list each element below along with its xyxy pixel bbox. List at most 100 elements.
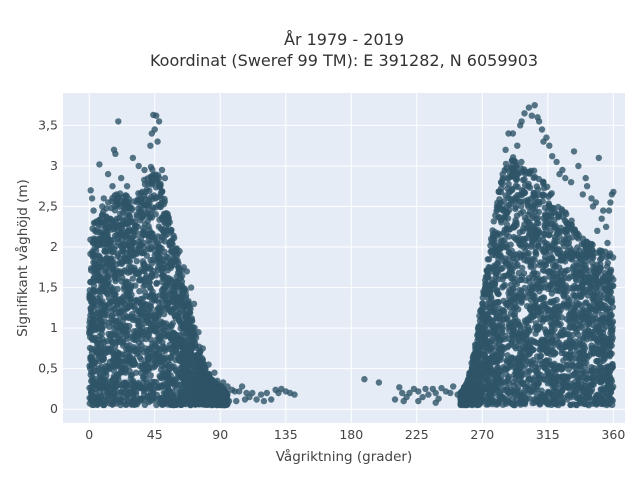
data-point xyxy=(579,264,586,271)
data-point xyxy=(214,394,222,401)
data-point xyxy=(542,346,550,354)
data-point xyxy=(509,337,516,344)
data-point xyxy=(558,267,565,275)
data-point xyxy=(99,286,106,293)
data-point xyxy=(521,317,529,324)
data-point xyxy=(204,400,212,407)
data-point xyxy=(159,215,166,223)
data-point xyxy=(163,292,170,299)
data-point xyxy=(556,389,564,397)
data-point xyxy=(155,223,163,230)
data-point xyxy=(593,318,600,325)
data-point xyxy=(179,387,187,394)
data-point xyxy=(130,390,137,398)
data-point xyxy=(508,332,515,339)
data-point xyxy=(529,214,536,222)
data-point xyxy=(113,197,121,204)
data-point xyxy=(146,283,153,291)
data-point xyxy=(170,400,177,407)
data-point xyxy=(519,352,526,360)
data-point xyxy=(132,369,140,376)
data-point xyxy=(539,192,546,199)
data-point xyxy=(578,308,585,315)
data-point xyxy=(178,282,185,289)
data-point xyxy=(113,215,121,222)
data-point xyxy=(122,369,129,376)
data-point xyxy=(194,392,201,399)
data-point xyxy=(507,241,514,248)
data-point xyxy=(108,259,116,267)
data-point xyxy=(98,229,106,236)
data-point xyxy=(120,314,127,321)
data-point xyxy=(163,258,170,265)
data-point xyxy=(548,321,556,328)
data-point xyxy=(167,277,175,284)
data-point xyxy=(105,330,112,338)
data-point xyxy=(149,204,157,211)
data-point xyxy=(599,337,606,344)
data-point xyxy=(86,324,93,331)
data-point xyxy=(510,393,517,401)
data-point xyxy=(145,350,152,358)
data-point xyxy=(141,263,148,270)
data-point xyxy=(564,396,571,403)
data-point xyxy=(91,311,98,318)
data-point xyxy=(176,368,183,376)
data-point xyxy=(517,370,524,377)
data-point xyxy=(547,299,555,306)
data-point xyxy=(513,355,521,362)
data-point xyxy=(583,271,590,278)
data-point xyxy=(130,333,137,340)
data-point xyxy=(222,393,230,400)
data-point xyxy=(177,332,184,339)
data-point xyxy=(533,396,540,403)
data-point xyxy=(100,242,107,250)
data-point xyxy=(180,287,188,294)
data-point xyxy=(535,240,542,247)
data-point xyxy=(492,270,500,278)
data-point xyxy=(106,387,114,394)
data-point xyxy=(109,401,116,408)
data-point xyxy=(133,317,140,324)
data-point xyxy=(487,372,494,379)
data-point xyxy=(98,300,105,307)
data-point xyxy=(130,238,137,246)
data-point xyxy=(114,250,122,258)
data-point xyxy=(509,254,517,261)
data-point xyxy=(147,372,154,379)
data-point xyxy=(95,218,102,225)
data-point xyxy=(100,355,107,363)
data-point xyxy=(174,303,181,310)
data-point xyxy=(574,394,581,402)
data-point xyxy=(159,188,166,195)
data-point xyxy=(182,314,190,322)
data-point xyxy=(565,275,572,282)
data-point xyxy=(517,169,524,176)
data-point xyxy=(140,375,147,382)
data-point xyxy=(140,225,147,232)
data-point xyxy=(509,172,516,179)
data-point xyxy=(154,330,161,337)
data-point xyxy=(518,158,525,166)
data-point xyxy=(559,378,566,386)
data-point xyxy=(110,236,117,244)
data-point xyxy=(507,201,515,208)
data-point xyxy=(524,368,531,375)
data-point xyxy=(119,298,126,306)
data-point xyxy=(93,253,100,260)
data-point xyxy=(510,325,518,332)
data-point xyxy=(510,285,517,293)
data-point xyxy=(156,260,163,268)
data-point xyxy=(90,382,97,389)
data-point xyxy=(155,299,163,306)
data-point xyxy=(111,317,118,324)
data-point xyxy=(94,398,101,406)
data-point xyxy=(172,377,179,384)
data-point xyxy=(164,384,171,391)
data-point xyxy=(580,334,587,342)
data-point xyxy=(530,189,538,197)
data-point xyxy=(156,311,163,318)
data-point xyxy=(100,377,107,385)
data-point xyxy=(144,356,152,364)
data-point xyxy=(512,235,519,242)
